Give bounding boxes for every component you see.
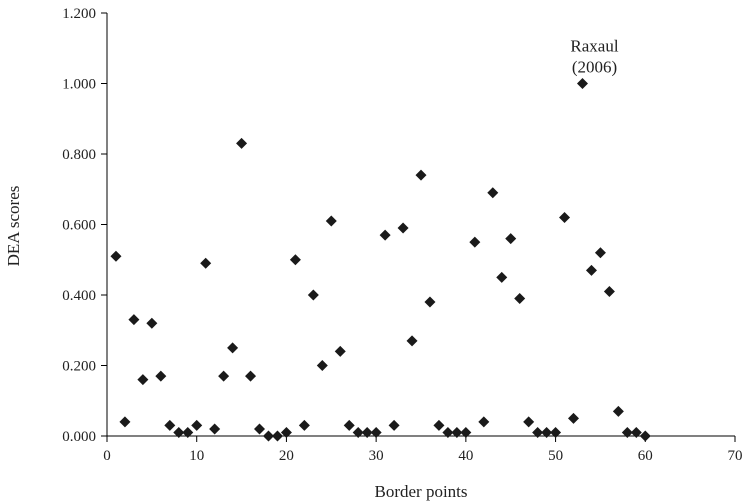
data-point [523, 416, 535, 428]
data-point [173, 426, 185, 438]
annotation-line2: (2006) [572, 58, 617, 77]
data-point [271, 430, 283, 442]
data-point [576, 78, 588, 89]
data-point [469, 236, 481, 248]
data-point [325, 215, 337, 227]
data-point [236, 137, 248, 149]
data-point [388, 419, 400, 431]
x-tick-label: 10 [189, 448, 204, 464]
data-point [379, 229, 391, 241]
data-point [370, 426, 382, 438]
x-tick-label: 0 [103, 448, 111, 464]
data-point [451, 426, 463, 438]
y-tick-label: 0.600 [62, 218, 96, 234]
data-point [200, 257, 212, 269]
data-point [137, 374, 149, 386]
data-point [209, 423, 221, 435]
data-point [352, 426, 364, 438]
data-point [334, 345, 346, 357]
data-point [227, 342, 239, 354]
data-point [289, 254, 301, 266]
data-point [424, 296, 436, 308]
data-point [603, 285, 615, 297]
data-point [442, 426, 454, 438]
data-point [218, 370, 230, 382]
data-point [298, 419, 310, 431]
x-tick-label: 60 [638, 448, 653, 464]
data-point [164, 419, 176, 431]
data-point [343, 419, 355, 431]
data-point [487, 187, 499, 199]
data-point [415, 169, 427, 181]
data-point [155, 370, 167, 382]
y-tick-label: 0.800 [62, 147, 96, 163]
ticks: 0 10 20 30 40 50 60 70 0.000 0.200 0.400 0.600 0.800… [62, 6, 742, 464]
data-point [594, 247, 606, 259]
data-point [612, 405, 624, 417]
data-point [110, 250, 122, 262]
data-point [621, 426, 633, 438]
x-tick-label: 50 [548, 448, 563, 464]
data-point [307, 289, 319, 301]
y-tick-label: 1.200 [62, 6, 96, 22]
data-point [280, 426, 292, 438]
y-axis-title: DEA scores [4, 186, 23, 267]
data-point [505, 233, 517, 245]
y-tick-label: 0.000 [62, 429, 96, 445]
x-tick-label: 70 [728, 448, 743, 464]
data-point [496, 271, 508, 283]
data-point [639, 430, 651, 442]
y-tick-label: 0.200 [62, 359, 96, 375]
data-point [532, 426, 544, 438]
y-tick-label: 0.400 [62, 288, 96, 304]
data-point [568, 412, 580, 424]
data-point [245, 370, 257, 382]
data-point [559, 211, 571, 223]
data-point [361, 426, 373, 438]
x-tick-label: 20 [279, 448, 294, 464]
annotation-line1: Raxaul [570, 37, 618, 56]
data-point [397, 222, 409, 234]
data-point [316, 360, 328, 371]
data-point [514, 293, 526, 305]
data-point [191, 419, 203, 431]
data-point [146, 317, 158, 329]
data-point [406, 335, 418, 347]
x-tick-label: 40 [458, 448, 473, 464]
data-point [254, 423, 266, 435]
data-point [128, 314, 140, 326]
x-axis-title: Border points [374, 482, 467, 501]
data-point [119, 416, 131, 428]
data-point [550, 426, 562, 438]
data-point [262, 430, 274, 442]
y-tick-label: 1.000 [62, 77, 96, 93]
x-tick-label: 30 [369, 448, 384, 464]
data-point [460, 426, 472, 438]
data-point [478, 416, 490, 428]
data-point [630, 426, 642, 438]
data-points [110, 78, 651, 442]
data-point [585, 264, 597, 276]
data-point [541, 426, 553, 438]
axes [106, 13, 735, 437]
data-point [433, 419, 445, 431]
data-point [182, 426, 194, 438]
